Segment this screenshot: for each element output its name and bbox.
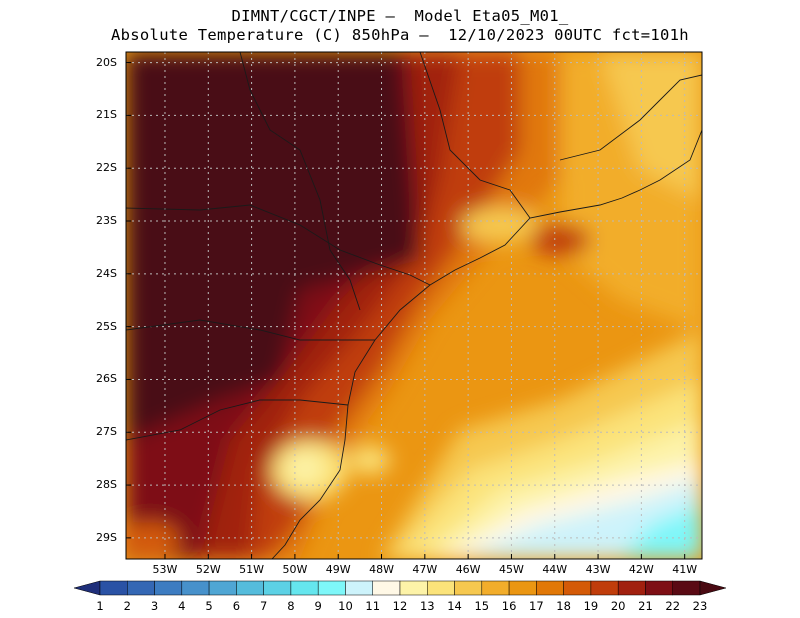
field-16-ne bbox=[600, 52, 702, 200]
state-border-sc-rs bbox=[126, 399, 349, 441]
lon-label: 47W bbox=[412, 563, 438, 576]
lon-label: 42W bbox=[628, 563, 654, 576]
coastline bbox=[126, 52, 702, 559]
state-border-mg-rj bbox=[559, 74, 702, 161]
colorbar-swatch bbox=[536, 580, 564, 596]
colorbar-label: 20 bbox=[610, 599, 626, 613]
lat-label: 20S bbox=[96, 55, 117, 69]
colorbar-label: 2 bbox=[123, 599, 131, 613]
lat-label: 24S bbox=[96, 266, 117, 280]
lon-label: 46W bbox=[455, 563, 481, 576]
colorbar-label: 17 bbox=[529, 599, 544, 613]
colorbar-swatch bbox=[345, 580, 373, 596]
colorbar-label: 3 bbox=[150, 599, 159, 613]
colorbar-swatch bbox=[99, 580, 128, 596]
lon-label: 43W bbox=[585, 563, 611, 576]
field-19-patch-sw bbox=[126, 522, 180, 558]
colorbar-label: 4 bbox=[178, 599, 186, 613]
colorbar-label: 8 bbox=[287, 599, 295, 613]
colorbar-swatch bbox=[481, 580, 510, 596]
lon-label: 52W bbox=[195, 563, 221, 576]
colorbar-label: 19 bbox=[583, 599, 599, 613]
colorbar-label: 11 bbox=[365, 599, 381, 613]
colorbar-label: 21 bbox=[638, 599, 653, 613]
colorbar-swatch bbox=[617, 580, 646, 596]
colorbar-swatch bbox=[645, 580, 673, 596]
colorbar-swatch bbox=[181, 580, 210, 596]
colorbar-swatch bbox=[427, 580, 455, 596]
map-title-line1: DIMNT/CGCT/INPE – Model Eta05_M01_ bbox=[231, 7, 569, 25]
lat-label: 26S bbox=[96, 372, 117, 386]
field-17-patch bbox=[565, 200, 615, 220]
colorbar-label: 1 bbox=[96, 599, 104, 613]
colorbar-label: 18 bbox=[556, 599, 571, 613]
lat-label: 27S bbox=[96, 425, 117, 439]
lon-label: 45W bbox=[499, 563, 524, 576]
field-20-patch bbox=[530, 224, 590, 256]
map-title-line2: Absolute Temperature (C) 850hPa – 12/10/… bbox=[111, 26, 689, 44]
field-14-patch bbox=[287, 452, 323, 484]
lat-label: 25S bbox=[96, 319, 117, 333]
plot-frame bbox=[125, 51, 703, 560]
colorbar-swatch bbox=[127, 580, 155, 596]
lon-label: 53W bbox=[152, 563, 178, 576]
colorbar-label: 12 bbox=[392, 599, 408, 613]
colorbar-label: 13 bbox=[419, 599, 435, 613]
lon-label: 50W bbox=[282, 563, 308, 576]
lon-label: 44W bbox=[542, 563, 568, 576]
colorbar-swatch bbox=[399, 580, 428, 596]
colorbar-label: 15 bbox=[474, 599, 490, 613]
field-20-band bbox=[240, 52, 520, 559]
colorbar-label: 14 bbox=[447, 599, 462, 613]
axis-ticks bbox=[126, 62, 686, 559]
colorbar-swatch bbox=[263, 580, 292, 596]
colorbar-swatch bbox=[236, 580, 264, 596]
lon-label: 41W bbox=[672, 563, 698, 576]
state-border-pr-sc bbox=[126, 319, 375, 341]
colorbar-label: 7 bbox=[259, 599, 268, 613]
colorbar-swatch bbox=[508, 580, 537, 596]
colorbar-swatch bbox=[208, 580, 237, 596]
colorbar-swatch bbox=[672, 580, 701, 596]
river-parana bbox=[239, 52, 361, 311]
colorbar-label: 10 bbox=[338, 599, 353, 613]
colorbar-over-arrow bbox=[699, 580, 727, 596]
field-16-patch bbox=[460, 207, 540, 243]
lat-label: 22S bbox=[96, 161, 117, 175]
grid-lines bbox=[126, 52, 702, 559]
colorbar-label: 6 bbox=[232, 599, 241, 613]
coast-line bbox=[271, 129, 702, 559]
state-border-sp-mg bbox=[419, 52, 531, 219]
lon-label: 51W bbox=[239, 563, 265, 576]
field-23-interior bbox=[126, 52, 420, 440]
colorbar-swatch bbox=[590, 580, 619, 596]
colorbar-swatch bbox=[563, 580, 592, 596]
state-border-pr-sp bbox=[126, 204, 431, 286]
colorbar-label: 16 bbox=[501, 599, 517, 613]
colorbar-swatch bbox=[454, 580, 483, 596]
field-15-patch2 bbox=[350, 446, 390, 474]
colorbar-label: 9 bbox=[314, 599, 322, 613]
lon-label: 48W bbox=[369, 563, 394, 576]
colorbar-swatch bbox=[372, 580, 401, 596]
lat-label: 28S bbox=[96, 478, 117, 492]
colorbar-swatch bbox=[154, 580, 183, 596]
colorbar-swatch bbox=[317, 580, 346, 596]
lat-label: 21S bbox=[96, 108, 117, 122]
colorbar-label: 22 bbox=[665, 599, 681, 613]
lat-label: 23S bbox=[96, 214, 117, 227]
lon-label: 49W bbox=[325, 563, 351, 576]
lat-label: 29S bbox=[96, 530, 117, 544]
colorbar-label: 5 bbox=[205, 599, 213, 613]
colorbar-label: 23 bbox=[692, 599, 708, 613]
colorbar-swatch bbox=[290, 580, 319, 596]
colorbar-under-arrow bbox=[73, 580, 101, 596]
field-10-se bbox=[620, 505, 702, 559]
